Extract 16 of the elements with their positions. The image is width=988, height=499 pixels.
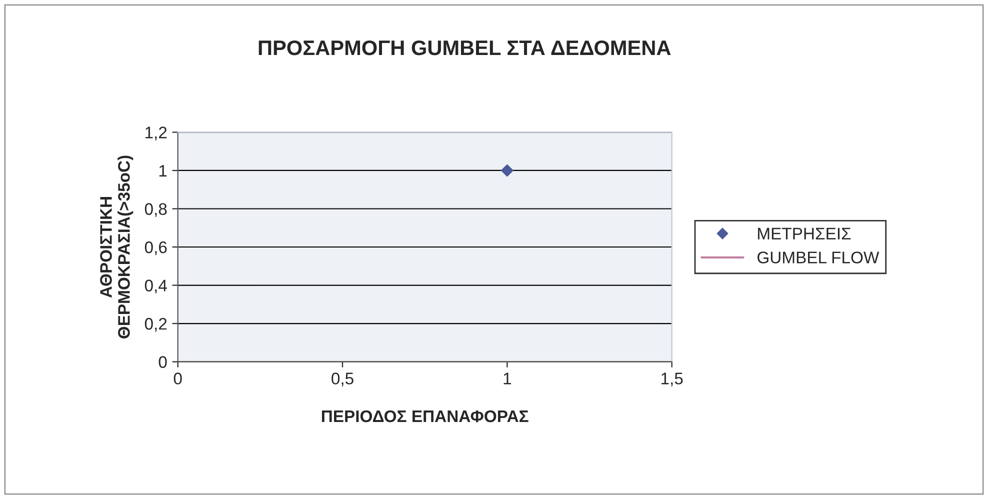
y-axis-title: ΑΘΡΟΙΣΤΙΚΗ ΘΕΡΜΟΚΡΑΣΙΑ(>35oC) xyxy=(100,156,134,338)
y-tick-label: 0,4 xyxy=(144,280,167,294)
y-tick-label: 0 xyxy=(158,356,167,368)
y-tick-label: 0,6 xyxy=(144,241,167,256)
y-tick-label: 1 xyxy=(159,165,167,177)
x-tick-label: 0 xyxy=(174,372,182,384)
y-tick-label: 0,8 xyxy=(144,203,167,217)
legend-label: GUMBEL FLOW xyxy=(758,252,880,264)
y-tick-label: 1,2 xyxy=(146,126,167,140)
x-tick-label: 1,5 xyxy=(662,372,683,386)
legend-label: ΜΕΤΡΗΣΕΙΣ xyxy=(758,228,851,240)
x-tick-label: 0,5 xyxy=(332,372,354,386)
chart-title: ΠΡΟΣΑΡΜΟΓΗ GUMBEL ΣΤΑ ΔΕΔΟΜΕΝΑ xyxy=(258,40,671,56)
x-tick-label: 1 xyxy=(504,372,511,384)
y-tick-label: 0,2 xyxy=(144,318,167,332)
x-axis-title: ΠΕΡΙΟΔΟΣ ΕΠΑΝΑΦΟΡΑΣ xyxy=(322,410,528,422)
